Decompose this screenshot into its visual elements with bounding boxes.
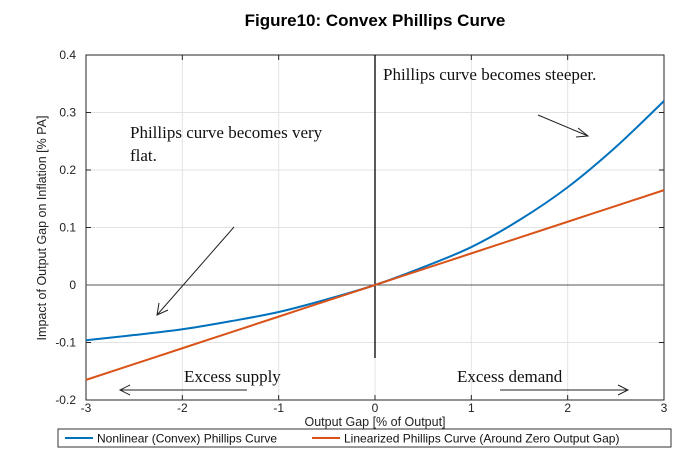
- arrow-flat: [156, 226, 235, 316]
- x-tick-label: -3: [81, 401, 92, 415]
- annotation-flat-2: flat.: [130, 146, 157, 165]
- x-axis-label: Output Gap [% of Output]: [304, 415, 445, 429]
- ticks: -3 -2 -1 0 1 2 3 -0.2 -0.1 0 0.1 0.2 0.3 0.4: [55, 48, 667, 415]
- y-tick-label: 0.3: [59, 106, 76, 120]
- arrow-steeper: [537, 114, 590, 138]
- y-axis-label: Impact of Output Gap on Inflation [% PA]: [35, 116, 49, 341]
- y-tick-label: 0.1: [59, 221, 76, 235]
- arrow-excess-supply: [118, 384, 247, 396]
- y-tick-label: 0.2: [59, 163, 76, 177]
- annotation-excess-supply: Excess supply: [184, 367, 281, 386]
- x-tick-label: 3: [661, 401, 668, 415]
- x-tick-label: -1: [273, 401, 284, 415]
- legend-label-linearized: Linearized Phillips Curve (Around Zero O…: [344, 432, 619, 446]
- x-tick-label: -2: [177, 401, 188, 415]
- x-tick-label: 1: [468, 401, 475, 415]
- y-tick-label: 0: [69, 278, 76, 292]
- y-tick-label: -0.2: [55, 393, 76, 407]
- chart-title: Figure10: Convex Phillips Curve: [245, 11, 506, 30]
- y-tick-label: 0.4: [59, 48, 76, 62]
- annotation-steeper: Phillips curve becomes steeper.: [383, 65, 596, 84]
- series-line-linearized: [85, 189, 665, 381]
- series: [85, 100, 665, 381]
- x-tick-label: 0: [372, 401, 379, 415]
- annotation-flat-1: Phillips curve becomes very: [130, 123, 323, 142]
- arrow-excess-demand: [500, 384, 630, 396]
- y-tick-label: -0.1: [55, 336, 76, 350]
- x-tick-label: 2: [564, 401, 571, 415]
- legend-box: [57, 428, 672, 448]
- legend: Nonlinear (Convex) Phillips Curve Linear…: [57, 428, 672, 448]
- annotation-excess-demand: Excess demand: [457, 367, 563, 386]
- legend-label-nonlinear: Nonlinear (Convex) Phillips Curve: [97, 432, 277, 446]
